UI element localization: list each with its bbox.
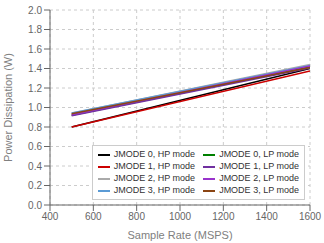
svg-text:Power Dissipation (W): Power Dissipation (W) [8,53,14,162]
svg-text:1.6: 1.6 [28,44,42,55]
html-text:JMODE 0, LP mode: JMODE 0, LP mode [219,149,299,159]
svg-text:1.2: 1.2 [28,83,42,94]
svg-text:0.6: 0.6 [28,141,42,152]
svg-text:400: 400 [42,211,59,222]
html-text:JMODE 1, LP mode: JMODE 1, LP mode [219,161,299,171]
html-text:JMODE 3, LP mode: JMODE 3, LP mode [219,185,299,195]
svg-text:Sample Rate (MSPS): Sample Rate (MSPS) [127,229,232,241]
svg-text:1200: 1200 [212,211,235,222]
svg-text:0.0: 0.0 [28,200,42,211]
html-text:JMODE 2, LP mode: JMODE 2, LP mode [219,173,299,183]
svg-text:600: 600 [85,211,102,222]
svg-text:0.2: 0.2 [28,180,42,191]
svg-text:0.4: 0.4 [28,161,42,172]
svg-text:800: 800 [128,211,145,222]
html-text:JMODE 1, HP mode: JMODE 1, HP mode [113,161,196,171]
svg-text:1000: 1000 [169,211,192,222]
svg-text:0.8: 0.8 [28,122,42,133]
svg-text:1.0: 1.0 [28,102,42,113]
html-text:JMODE 0, HP mode: JMODE 0, HP mode [113,149,196,159]
html-text:JMODE 3, HP mode: JMODE 3, HP mode [113,185,196,195]
svg-text:1400: 1400 [256,211,279,222]
html-text:JMODE 2, HP mode: JMODE 2, HP mode [113,173,196,183]
svg-text:1.8: 1.8 [28,24,42,35]
svg-text:1600: 1600 [299,211,316,222]
svg-text:2.0: 2.0 [28,5,42,16]
svg-text:1.4: 1.4 [28,63,42,74]
